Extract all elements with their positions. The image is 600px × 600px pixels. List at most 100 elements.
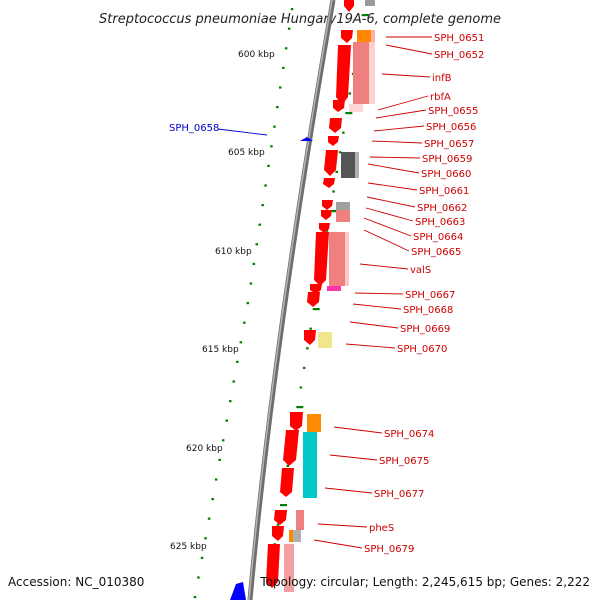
minor-tick: [214, 478, 218, 481]
map-title: Streptococcus pneumoniae Hungary19A-6, c…: [99, 12, 501, 27]
minor-tick: [261, 204, 264, 207]
minor-tick: [221, 439, 225, 442]
minor-tick: [279, 86, 282, 89]
leader-line: [363, 217, 412, 237]
gene-arrow: [322, 200, 333, 210]
gene-arrow: [274, 510, 287, 525]
leader-line: [369, 156, 421, 159]
minor-tick: [284, 47, 288, 50]
gene-label: rbfA: [430, 92, 451, 103]
leader-line: [324, 487, 373, 494]
reverse-gene-arrow: [230, 582, 246, 600]
leader-line: [385, 44, 433, 55]
leader-line: [365, 207, 414, 222]
scale-label-615: 615 kbp: [202, 345, 239, 355]
minor-tick: [290, 8, 294, 11]
scale-label-610: 610 kbp: [215, 247, 252, 257]
leader-line: [345, 343, 396, 349]
inner-tick: [348, 92, 352, 95]
minor-tick: [229, 400, 232, 403]
minor-tick: [193, 596, 197, 599]
strand-fragment: [365, 0, 375, 6]
minor-tick: [243, 321, 246, 324]
gene-arrow: [321, 210, 332, 220]
inner-tick: [312, 308, 320, 311]
reverse-gene-arrow: [300, 137, 313, 141]
minor-tick: [218, 458, 221, 461]
inner-tick: [296, 406, 304, 409]
minor-tick: [273, 125, 276, 128]
gene-label: SPH_0665: [411, 247, 461, 258]
leader-line: [352, 303, 402, 310]
minor-tick: [255, 243, 258, 246]
minor-tick: [236, 360, 239, 363]
inner-tick: [329, 210, 336, 213]
inner-tick: [299, 386, 303, 389]
gene-label: SPH_0670: [397, 344, 447, 355]
gene-label: SPH_0657: [424, 139, 474, 150]
gene-arrow: [280, 468, 294, 497]
leader-line: [313, 539, 363, 549]
gene-label: SPH_0655: [428, 106, 478, 117]
inner-tick: [332, 190, 335, 193]
gene-arrow: [304, 330, 316, 345]
gene-arrow: [328, 136, 339, 146]
topology-text: Topology: circular; Length: 2,245,615 bp…: [259, 575, 590, 589]
inner-tick: [335, 170, 338, 173]
inner-tick: [338, 151, 342, 154]
gene-label: SPH_0679: [364, 544, 414, 555]
inner-tick: [309, 327, 312, 330]
gene-label: SPH_0656: [426, 122, 476, 133]
gene-label: SPH_0667: [405, 290, 455, 301]
minor-tick: [197, 576, 200, 579]
gene-arrow: [324, 150, 338, 176]
minor-tick: [287, 27, 291, 30]
gene-label-reverse: SPH_0658: [169, 123, 219, 134]
gene-label: SPH_0662: [417, 203, 467, 214]
scale-label-605: 605 kbp: [228, 148, 265, 158]
gene-arrow: [266, 544, 280, 588]
minor-tick: [239, 341, 243, 344]
inner-tick: [342, 131, 345, 134]
leader-line: [381, 73, 431, 78]
minor-tick: [232, 380, 235, 383]
gene-arrow: [333, 100, 345, 112]
gene-labels: SPH_0651 SPH_0652 infB rbfA SPH_0655 SPH_0656…: [364, 33, 484, 555]
scale-label-620: 620 kbp: [186, 444, 223, 454]
minor-tick: [204, 537, 207, 540]
gene-arrow: [336, 45, 351, 105]
leader-line: [373, 125, 425, 132]
gene-arrow: [290, 412, 303, 431]
leader-line: [333, 426, 383, 434]
gene-label: infB: [432, 73, 452, 84]
inner-tick: [280, 504, 287, 507]
inner-tick: [325, 229, 329, 232]
leader-line: [359, 263, 409, 270]
minor-tick: [264, 184, 267, 187]
gene-arrow: [319, 223, 330, 233]
inner-tick: [361, 14, 369, 17]
inner-tick: [345, 112, 353, 115]
scale-label-625: 625 kbp: [170, 542, 207, 552]
gene-arrow: [310, 284, 322, 294]
gene-arrow: [344, 0, 354, 12]
scale-label-600: 600 kbp: [238, 50, 275, 60]
gene-label: SPH_0660: [421, 169, 471, 180]
gene-arrow: [329, 118, 342, 133]
minor-tick: [249, 282, 253, 285]
leader-line: [371, 140, 423, 144]
minor-tick: [282, 66, 285, 69]
inner-tick: [276, 523, 280, 526]
gene-label: SPH_0675: [379, 456, 429, 467]
leader-line: [329, 454, 378, 461]
scale-labels: 600 kbp 605 kbp 610 kbp 615 kbp 620 kbp …: [170, 50, 275, 552]
gene-label: valS: [410, 265, 431, 276]
gene-label: SPH_0668: [403, 305, 453, 316]
minor-tick: [225, 419, 228, 422]
minor-tick: [207, 517, 211, 520]
gene-label: SPH_0677: [374, 489, 424, 500]
gene-arrow: [341, 30, 353, 43]
leader-line: [317, 523, 368, 528]
gene-label: SPH_0669: [400, 324, 450, 335]
gene-arrow: [323, 178, 335, 188]
